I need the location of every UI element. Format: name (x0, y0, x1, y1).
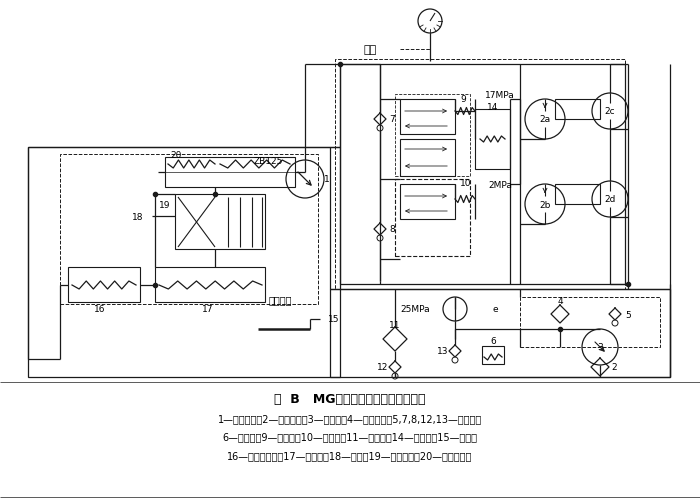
Text: 11: 11 (389, 320, 401, 329)
Text: 阀组: 阀组 (363, 45, 377, 55)
Text: 2b: 2b (539, 200, 551, 209)
Text: 9: 9 (460, 95, 466, 104)
Text: 14: 14 (487, 103, 498, 112)
Text: 2: 2 (611, 363, 617, 372)
Bar (28, 148, 340, 377)
Bar (165, 158, 295, 188)
Text: 2MPa: 2MPa (488, 180, 512, 189)
Bar (555, 185, 600, 204)
Bar (395, 180, 470, 257)
Bar (400, 100, 455, 135)
Bar (340, 65, 625, 285)
Bar (175, 194, 265, 249)
Bar (68, 268, 140, 303)
Bar (400, 185, 455, 219)
Text: 2c: 2c (605, 107, 615, 116)
Text: 4: 4 (557, 297, 563, 306)
Bar (520, 298, 660, 347)
Text: 调速机构: 调速机构 (268, 295, 292, 305)
Text: 16: 16 (94, 305, 106, 314)
Text: 25MPa: 25MPa (400, 305, 430, 314)
Text: 17: 17 (202, 305, 214, 314)
Text: 15: 15 (328, 315, 339, 324)
Text: 12: 12 (377, 363, 388, 372)
Bar (475, 110, 510, 170)
Text: 7: 7 (389, 115, 395, 124)
Text: 3: 3 (597, 343, 603, 352)
Bar (395, 95, 470, 177)
Bar (555, 100, 600, 120)
Text: 6: 6 (490, 337, 496, 346)
Bar (335, 60, 625, 290)
Bar (155, 268, 265, 303)
Text: ZB125: ZB125 (253, 157, 283, 166)
Text: 17MPa: 17MPa (485, 90, 515, 99)
Text: 13: 13 (438, 347, 449, 356)
Text: 1—主液压泵；2—粗过滤器；3—辅助泵；4—精过滤器；5,7,8,12,13—单向阀；: 1—主液压泵；2—粗过滤器；3—辅助泵；4—精过滤器；5,7,8,12,13—单… (218, 413, 482, 423)
Text: 图  B   MG系列采煤机牵引部液压系统: 图 B MG系列采煤机牵引部液压系统 (274, 393, 426, 406)
Text: 6—溢流阀；9—整流阀；10—背压阀；11—冷却器；14—安全阀；15—手把；: 6—溢流阀；9—整流阀；10—背压阀；11—冷却器；14—安全阀；15—手把； (223, 431, 477, 441)
Text: 2d: 2d (604, 195, 616, 204)
Text: 10: 10 (460, 178, 472, 187)
Bar (60, 155, 318, 305)
Text: e: e (492, 305, 498, 314)
Bar (330, 290, 670, 377)
Text: 20: 20 (170, 150, 181, 159)
Bar (482, 346, 504, 364)
Text: 2a: 2a (540, 115, 551, 124)
Text: 16—回零液压缸；17—调速套；18—杠杆；19—随动滑阀；20—变量液压缸: 16—回零液压缸；17—调速套；18—杠杆；19—随动滑阀；20—变量液压缸 (228, 450, 472, 460)
Text: 1: 1 (324, 175, 330, 184)
Bar (400, 140, 455, 177)
Text: 8: 8 (389, 225, 395, 234)
Text: 18: 18 (132, 212, 144, 221)
Text: 19: 19 (160, 200, 171, 209)
Text: 5: 5 (625, 310, 631, 319)
